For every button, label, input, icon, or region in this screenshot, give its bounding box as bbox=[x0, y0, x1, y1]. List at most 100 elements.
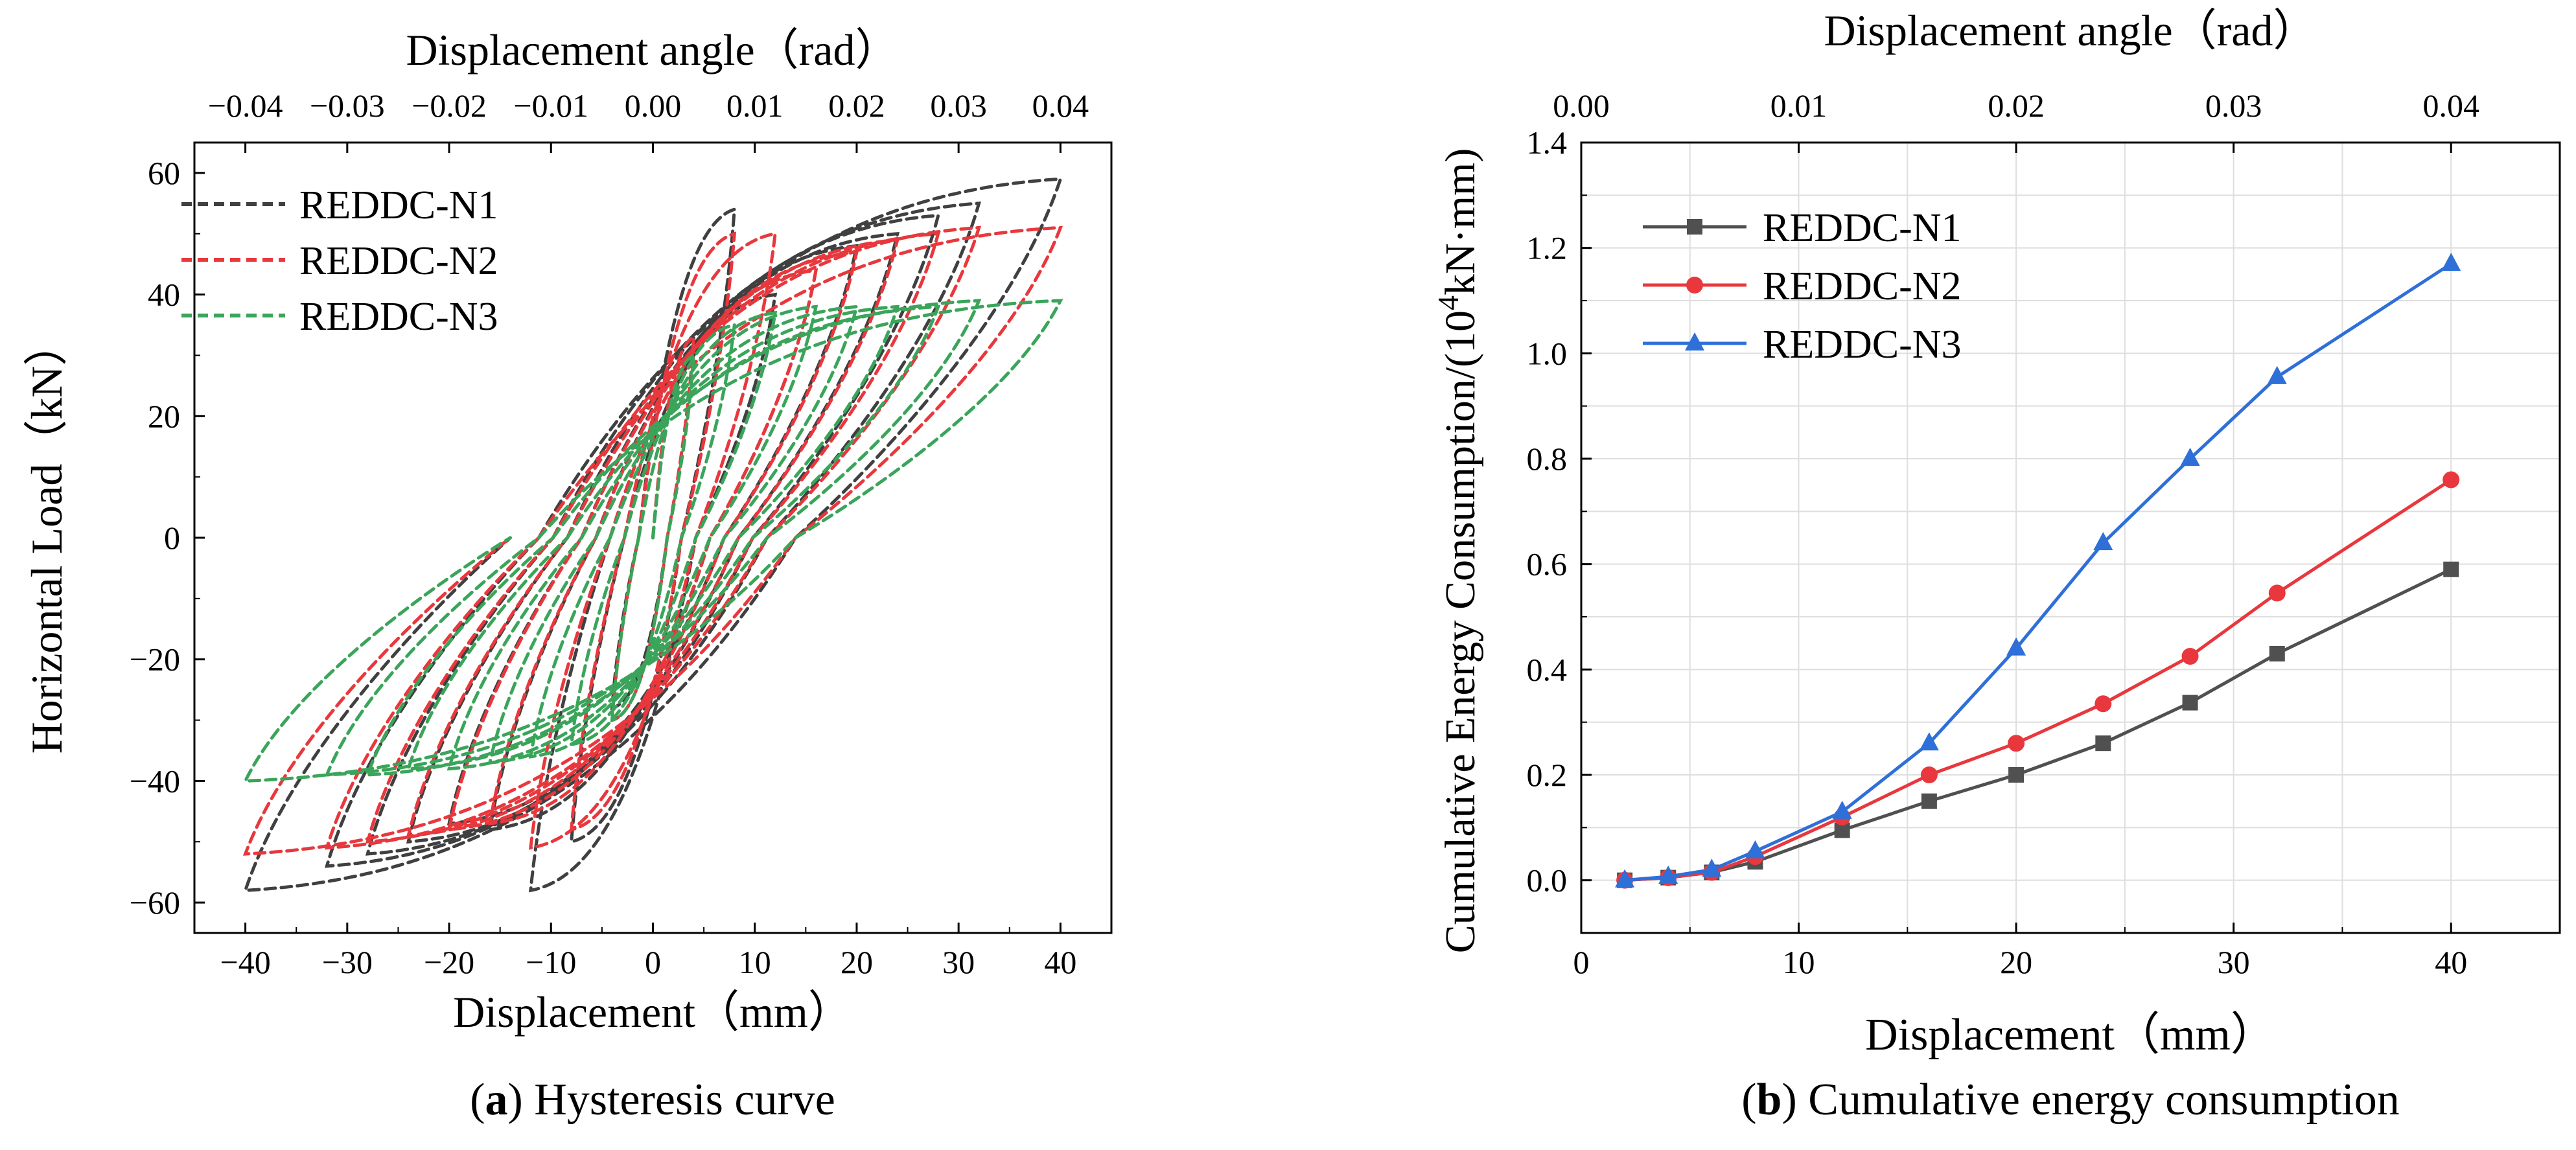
x-axis-title: Displacement（mm） bbox=[1865, 1010, 2276, 1060]
hysteresis-curves bbox=[242, 177, 1063, 893]
y-tick-label: −40 bbox=[130, 763, 180, 799]
top-tick-label: 0.00 bbox=[625, 87, 682, 124]
hysteresis-chart: −40 −30 −20 −10 0 10 20 30 40 −0.04 −0.03 −0.02 −0.0… bbox=[22, 25, 1113, 1125]
y-axis-title-main: Cumulative Energy Consumption/(10 bbox=[1437, 310, 1484, 953]
hysteresis-loop bbox=[528, 310, 778, 759]
data-point bbox=[2441, 253, 2461, 271]
top-tick-label: −0.01 bbox=[513, 87, 588, 124]
data-point bbox=[1686, 277, 1703, 293]
data-point bbox=[2267, 365, 2287, 384]
y-tick-label: 0.6 bbox=[1527, 546, 1568, 582]
data-point bbox=[2094, 695, 2112, 713]
legend-label: REDDC-N3 bbox=[299, 295, 498, 339]
y-tick-label: 1.4 bbox=[1527, 124, 1568, 161]
hysteresis-loop bbox=[487, 305, 818, 765]
hysteresis-loop bbox=[569, 323, 737, 747]
data-point bbox=[2008, 735, 2025, 752]
energy-chart: 0 10 20 30 40 0.00 0.01 0.02 0.03 0.04 0.0 0.2 0.4 0.… bbox=[1432, 6, 2561, 1125]
hysteresis-loop bbox=[447, 250, 859, 832]
hysteresis-loop bbox=[365, 305, 941, 777]
y-tick-label: −20 bbox=[130, 641, 180, 678]
data-point bbox=[2182, 695, 2198, 711]
y-tick-label: 20 bbox=[148, 398, 180, 434]
data-point bbox=[1921, 793, 1937, 809]
x-tick-label: 20 bbox=[2000, 944, 2032, 980]
y-tick-label: 40 bbox=[148, 277, 180, 313]
data-point bbox=[1702, 858, 1722, 877]
y-tick-label: 0.2 bbox=[1527, 757, 1568, 793]
data-point bbox=[1685, 332, 1704, 351]
y-tick-label: 1.0 bbox=[1527, 335, 1568, 371]
y-tick-label: 0.4 bbox=[1527, 651, 1568, 687]
hysteresis-loop bbox=[406, 231, 900, 844]
top-axis-title: Displacement angle（rad） bbox=[1824, 6, 2317, 55]
y-axis-title-exponent: 4 bbox=[1432, 295, 1465, 310]
caption-letter: b bbox=[1757, 1075, 1782, 1125]
top-tick-label: 0.03 bbox=[930, 87, 987, 124]
legend-label: REDDC-N2 bbox=[1763, 264, 1962, 308]
caption-b: (b) Cumulative energy consumption bbox=[1741, 1075, 2400, 1125]
series-line bbox=[1624, 262, 2452, 882]
top-tick-label: 0.04 bbox=[1032, 87, 1089, 124]
legend: REDDC-N1 REDDC-N2 REDDC-N3 bbox=[181, 183, 498, 339]
hysteresis-loop bbox=[610, 352, 696, 722]
data-point bbox=[2268, 584, 2286, 602]
x-tick-label: 20 bbox=[841, 944, 873, 980]
data-point bbox=[1919, 732, 1939, 751]
top-tick-label: 0.00 bbox=[1553, 87, 1610, 124]
top-axis-title: Displacement angle（rad） bbox=[406, 25, 899, 75]
x-tick-label: −30 bbox=[322, 944, 373, 980]
y-tick-label: 0.0 bbox=[1527, 862, 1568, 899]
plot-frame bbox=[1580, 141, 2561, 934]
x-tick-label: 0 bbox=[1573, 944, 1590, 980]
x-tick-label: 10 bbox=[1783, 944, 1815, 980]
x-tick-label: 40 bbox=[2435, 944, 2467, 980]
hysteresis-loop bbox=[447, 305, 859, 771]
data-point bbox=[2180, 448, 2200, 466]
y-tick-label: −60 bbox=[130, 884, 180, 921]
caption-text: Cumulative energy consumption bbox=[1797, 1075, 2400, 1125]
top-tick-label: −0.02 bbox=[412, 87, 487, 124]
legend-label: REDDC-N3 bbox=[1763, 323, 1962, 367]
x-tick-label: −40 bbox=[220, 944, 271, 980]
x-tick-label: 40 bbox=[1044, 944, 1076, 980]
hysteresis-loop bbox=[406, 305, 900, 771]
legend: REDDC-N1 REDDC-N2 REDDC-N3 bbox=[1643, 206, 1962, 367]
data-point bbox=[2008, 767, 2025, 783]
y-axis-title: Horizontal Load（kN） bbox=[22, 322, 71, 754]
top-tick-label: 0.01 bbox=[1770, 87, 1828, 124]
x-tick-label: 0 bbox=[645, 944, 661, 980]
y-tick-label: 0.8 bbox=[1527, 441, 1568, 477]
y-tick-label: 60 bbox=[148, 155, 180, 191]
top-tick-label: 0.02 bbox=[828, 87, 885, 124]
hysteresis-loop bbox=[324, 299, 982, 777]
hysteresis-loop bbox=[242, 299, 1063, 783]
legend-label: REDDC-N2 bbox=[299, 239, 498, 283]
y-axis-title: Cumulative Energy Consumption/(104kN·mm) bbox=[1432, 148, 1485, 954]
data-point bbox=[1832, 800, 1852, 819]
y-tick-label: 1.2 bbox=[1527, 230, 1568, 266]
x-tick-label: −20 bbox=[424, 944, 474, 980]
data-point bbox=[1658, 865, 1678, 884]
x-axis-title: Displacement（mm） bbox=[453, 987, 852, 1037]
series-reddc-n3 bbox=[1615, 253, 2461, 888]
top-tick-label: 0.04 bbox=[2422, 87, 2479, 124]
top-tick-label: −0.03 bbox=[310, 87, 385, 124]
data-point bbox=[2443, 471, 2460, 489]
series-line bbox=[1624, 478, 2452, 882]
series-line bbox=[1624, 568, 2452, 882]
data-point bbox=[2006, 637, 2026, 656]
top-tick-label: 0.02 bbox=[1988, 87, 2045, 124]
data-point bbox=[1920, 766, 1938, 783]
legend-label: REDDC-N1 bbox=[299, 183, 498, 227]
x-tick-label: −10 bbox=[526, 944, 576, 980]
series-reddc-n2 bbox=[1616, 471, 2460, 889]
data-point bbox=[2093, 532, 2113, 551]
grid bbox=[1581, 143, 2560, 933]
x-tick-label: 10 bbox=[739, 944, 771, 980]
caption-a: (a) Hysteresis curve bbox=[470, 1075, 835, 1125]
hysteresis-loop bbox=[487, 268, 818, 825]
caption-text: Hysteresis curve bbox=[523, 1075, 835, 1125]
y-tick-label: 0 bbox=[164, 520, 180, 556]
